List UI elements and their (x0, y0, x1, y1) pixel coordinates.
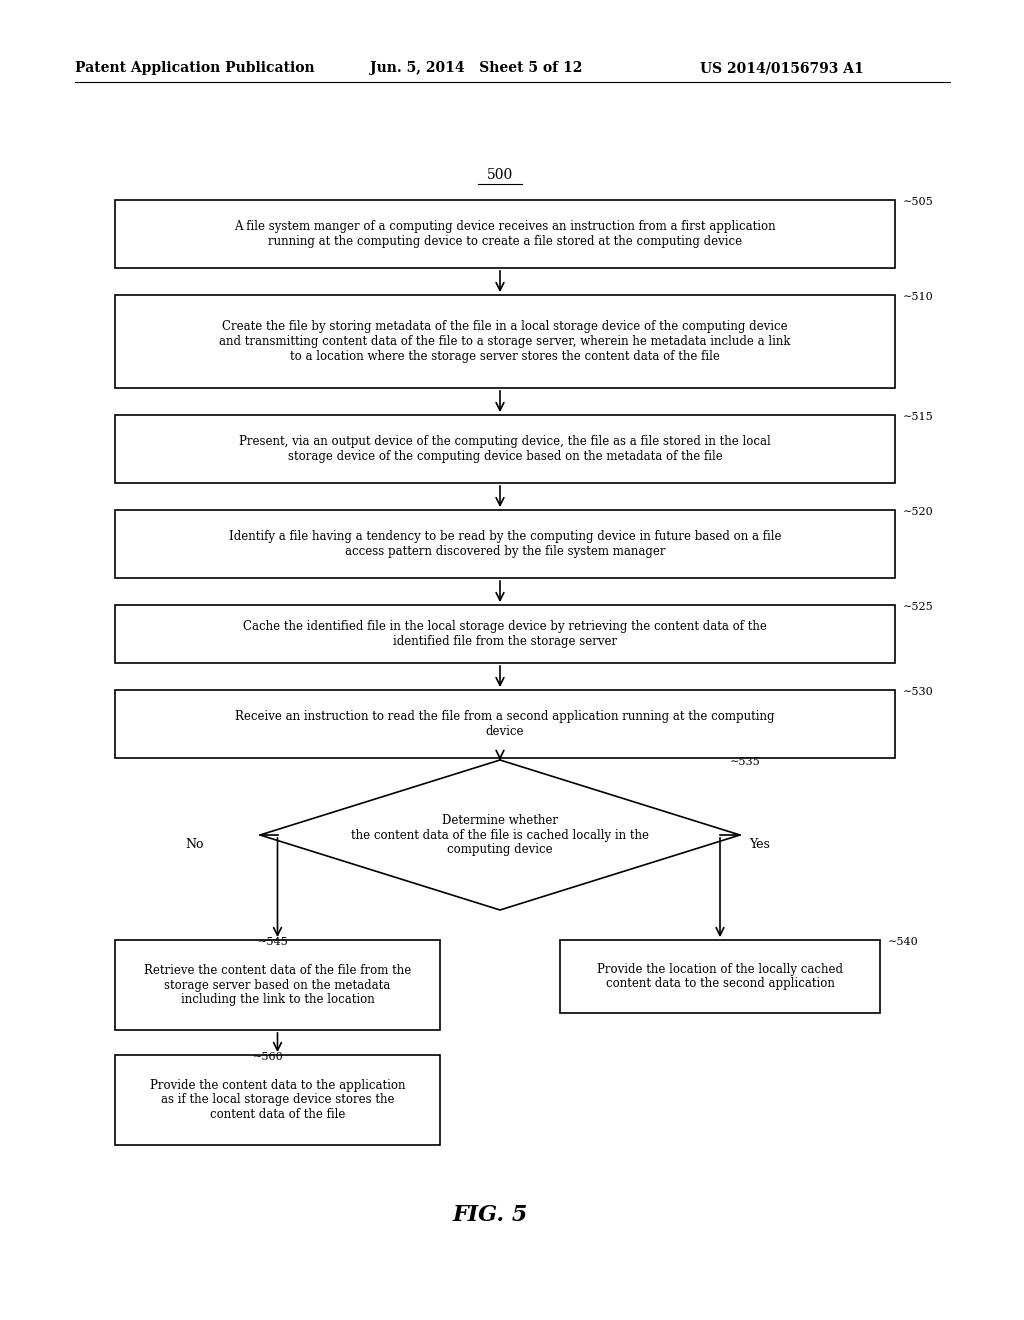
Text: A file system manger of a computing device receives an instruction from a first : A file system manger of a computing devi… (234, 220, 776, 248)
Text: ∼545: ∼545 (257, 937, 288, 946)
Bar (115, 605, 895, 663)
Text: No: No (185, 838, 204, 851)
Bar (115, 294, 895, 388)
Text: Jun. 5, 2014   Sheet 5 of 12: Jun. 5, 2014 Sheet 5 of 12 (370, 61, 583, 75)
Bar (115, 201, 895, 268)
Text: ∼510: ∼510 (903, 292, 934, 302)
Bar (115, 1055, 440, 1144)
Text: Receive an instruction to read the file from a second application running at the: Receive an instruction to read the file … (236, 710, 775, 738)
Bar (115, 690, 895, 758)
Bar (115, 940, 440, 1030)
Text: ∼560: ∼560 (253, 1052, 284, 1063)
Text: ∼540: ∼540 (888, 937, 919, 946)
Text: Retrieve the content data of the file from the
storage server based on the metad: Retrieve the content data of the file fr… (144, 964, 411, 1006)
Text: Identify a file having a tendency to be read by the computing device in future b: Identify a file having a tendency to be … (228, 531, 781, 558)
Text: Present, via an output device of the computing device, the file as a file stored: Present, via an output device of the com… (240, 436, 771, 463)
Bar (560, 940, 880, 1012)
Text: Determine whether
the content data of the file is cached locally in the
computin: Determine whether the content data of th… (351, 813, 649, 857)
Text: ∼525: ∼525 (903, 602, 934, 612)
Text: FIG. 5: FIG. 5 (453, 1204, 527, 1226)
Text: ∼505: ∼505 (903, 197, 934, 207)
Text: ∼535: ∼535 (730, 756, 761, 767)
Bar (115, 414, 895, 483)
Text: Create the file by storing metadata of the file in a local storage device of the: Create the file by storing metadata of t… (219, 319, 791, 363)
Text: Provide the location of the locally cached
content data to the second applicatio: Provide the location of the locally cach… (597, 962, 843, 990)
Text: ∼530: ∼530 (903, 686, 934, 697)
Text: 500: 500 (486, 168, 513, 182)
Text: ∼520: ∼520 (903, 507, 934, 517)
Bar (115, 510, 895, 578)
Text: Cache the identified file in the local storage device by retrieving the content : Cache the identified file in the local s… (243, 620, 767, 648)
Text: ∼515: ∼515 (903, 412, 934, 422)
Text: Provide the content data to the application
as if the local storage device store: Provide the content data to the applicat… (150, 1078, 406, 1122)
Text: Patent Application Publication: Patent Application Publication (75, 61, 314, 75)
Text: Yes: Yes (750, 838, 770, 851)
Text: US 2014/0156793 A1: US 2014/0156793 A1 (700, 61, 864, 75)
